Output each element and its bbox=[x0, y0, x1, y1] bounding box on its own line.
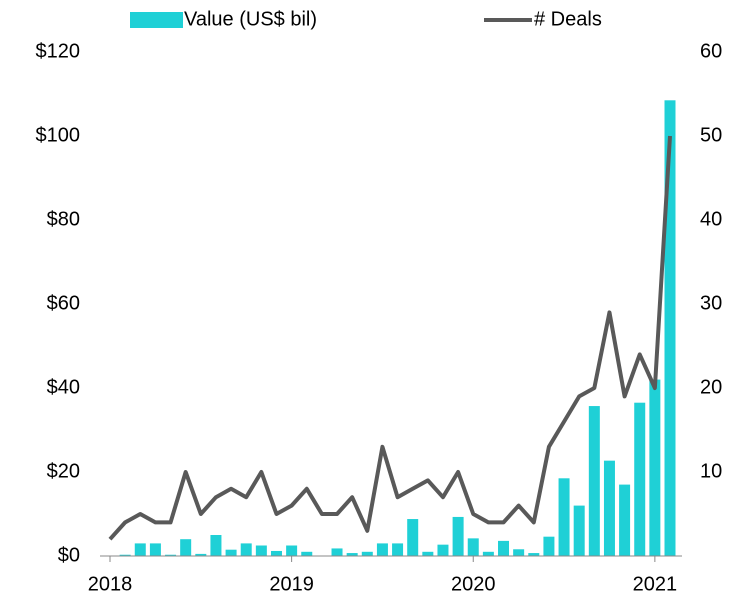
bar bbox=[619, 484, 631, 556]
bar bbox=[346, 553, 358, 556]
bar bbox=[270, 550, 282, 556]
legend-label: # Deals bbox=[534, 8, 602, 30]
bar bbox=[422, 551, 434, 556]
bar bbox=[210, 535, 222, 556]
bar bbox=[225, 549, 237, 556]
x-tick-label: 2021 bbox=[633, 573, 678, 595]
bar bbox=[240, 543, 252, 556]
y-tick-label: $60 bbox=[47, 292, 80, 314]
bar bbox=[588, 406, 600, 556]
y-tick-label: $40 bbox=[47, 376, 80, 398]
bar bbox=[134, 543, 146, 556]
bar bbox=[149, 543, 161, 556]
y2-tick-label: 20 bbox=[700, 376, 722, 398]
bar bbox=[558, 478, 570, 556]
bar bbox=[376, 543, 388, 556]
y2-tick-label: 10 bbox=[700, 460, 722, 482]
bar bbox=[649, 379, 661, 556]
bar bbox=[195, 553, 207, 556]
bar bbox=[392, 543, 404, 556]
bar bbox=[603, 460, 615, 556]
bar bbox=[513, 549, 525, 556]
bar bbox=[452, 516, 464, 556]
bar bbox=[634, 402, 646, 556]
bar bbox=[664, 100, 676, 557]
y-tick-label: $0 bbox=[58, 544, 80, 566]
y2-tick-label: 30 bbox=[700, 292, 722, 314]
y2-tick-label: 50 bbox=[700, 124, 722, 146]
bar bbox=[528, 553, 540, 556]
bar bbox=[255, 545, 267, 556]
bar bbox=[467, 538, 479, 556]
legend-label: Value (US$ bil) bbox=[184, 8, 317, 30]
bar bbox=[361, 551, 373, 556]
bar bbox=[286, 545, 298, 556]
bar bbox=[331, 548, 343, 556]
x-tick-label: 2018 bbox=[88, 573, 133, 595]
line bbox=[108, 135, 672, 541]
legend-swatch-bar bbox=[130, 12, 183, 28]
bar bbox=[543, 536, 555, 556]
bar bbox=[165, 554, 177, 556]
y-tick-label: $100 bbox=[36, 124, 81, 146]
y-tick-label: $120 bbox=[36, 40, 81, 62]
y-tick-label: $80 bbox=[47, 208, 80, 230]
bar bbox=[498, 540, 510, 556]
bar bbox=[407, 519, 419, 556]
bar bbox=[573, 505, 585, 556]
bar bbox=[119, 554, 131, 556]
bar bbox=[482, 551, 494, 556]
bar bbox=[301, 551, 313, 556]
x-tick-label: 2020 bbox=[451, 573, 496, 595]
bar bbox=[437, 544, 449, 556]
y2-tick-label: 40 bbox=[700, 208, 722, 230]
y-tick-label: $20 bbox=[47, 460, 80, 482]
bar bbox=[180, 539, 192, 556]
x-tick-label: 2019 bbox=[269, 573, 314, 595]
y2-tick-label: 60 bbox=[700, 40, 722, 62]
